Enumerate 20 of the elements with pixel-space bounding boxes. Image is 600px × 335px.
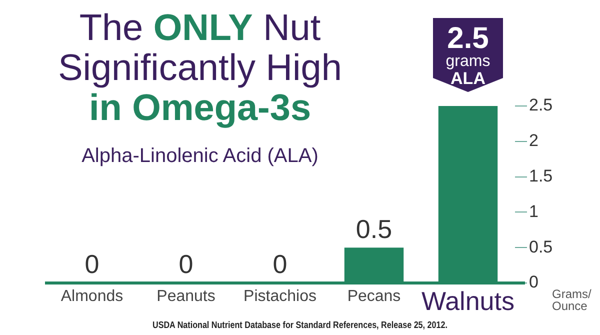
y-tick-label: 1.5: [529, 166, 553, 186]
y-tick-label: 2.5: [529, 96, 553, 115]
text: Alpha-Linolenic Acid (ALA): [80, 145, 320, 168]
data-label: 0.5: [356, 214, 392, 244]
y-tick-label: 2: [529, 131, 538, 150]
x-tick-label: Peanuts: [156, 288, 216, 306]
text: USDA National Nutrient Database for Standard References, Release 25, 2012.: [152, 320, 448, 331]
data-label: 0: [272, 249, 288, 280]
y-tick-label: 0.5: [529, 237, 553, 256]
data-label: 2.5 grams ALA: [446, 22, 490, 88]
y-axis-title: Grams/ Ounce: [552, 287, 592, 313]
x-tick-label: Almonds: [60, 288, 124, 306]
data-label: 0: [84, 249, 100, 280]
x-tick-label: Walnuts: [422, 286, 514, 316]
x-tick-label: Pistachios: [244, 288, 316, 306]
data-label: 0: [178, 249, 194, 280]
x-tick-label: Pecans: [347, 288, 401, 306]
y-tick-label: 1: [529, 202, 538, 221]
chart-title: The ONLY Nut Significantly High in Omega-3s: [58, 7, 342, 128]
y-tick-label: 0: [529, 272, 538, 292]
